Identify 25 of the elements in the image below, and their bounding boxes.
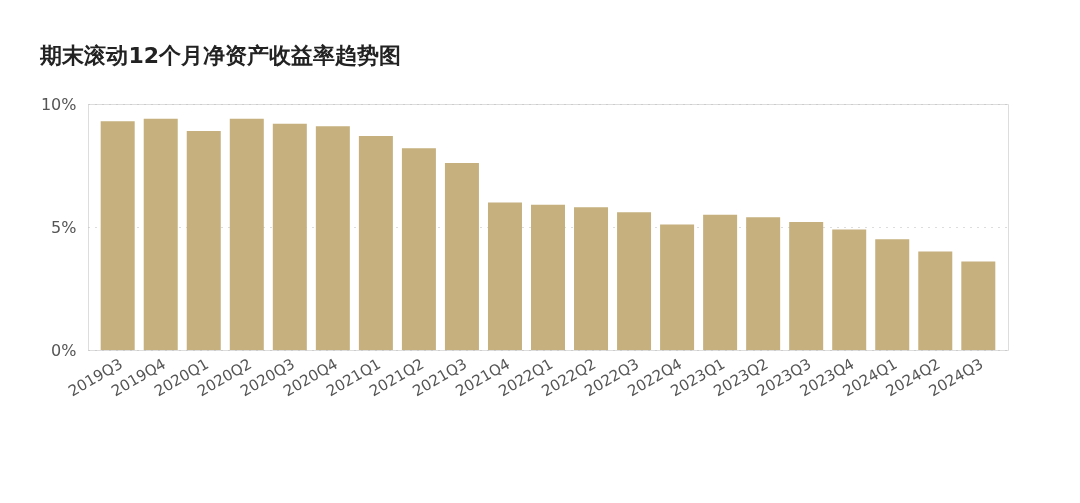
bar	[401, 148, 436, 350]
bar	[703, 214, 738, 350]
bar	[531, 204, 565, 350]
y-tick-label: 10%	[40, 94, 77, 114]
bar	[617, 212, 652, 350]
y-tick-label: 0%	[51, 340, 77, 360]
bar	[229, 118, 264, 350]
bar	[272, 123, 307, 350]
bar	[832, 229, 867, 350]
bar	[186, 131, 221, 350]
bar	[746, 217, 781, 350]
bar	[315, 126, 350, 350]
bar	[961, 261, 996, 350]
bar	[487, 202, 522, 350]
y-tick-label: 5%	[51, 217, 77, 237]
bar	[574, 207, 609, 350]
bar	[918, 251, 953, 350]
bar	[789, 222, 824, 350]
bar	[444, 163, 479, 350]
bar	[100, 121, 135, 350]
bar	[875, 239, 910, 350]
chart-title: 期末滚动12个月净资产收益率趋势图	[39, 43, 402, 68]
bar	[358, 135, 393, 350]
bar	[143, 118, 178, 350]
bar	[660, 224, 695, 350]
